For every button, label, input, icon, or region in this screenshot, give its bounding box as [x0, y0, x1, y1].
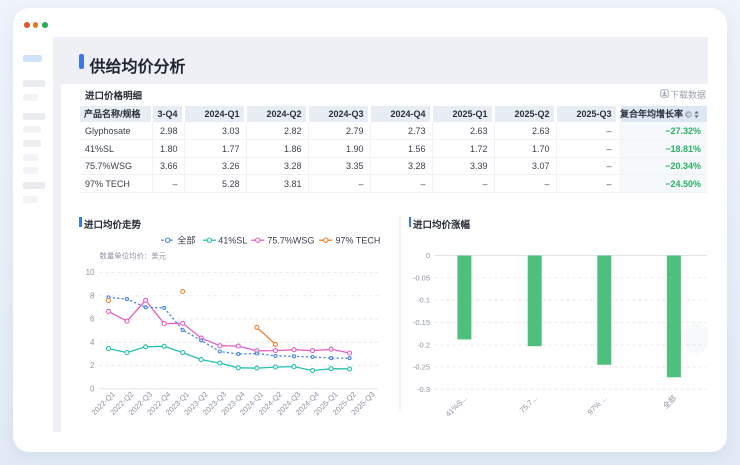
svg-text:-0.25: -0.25: [412, 362, 429, 371]
svg-text:2: 2: [90, 361, 95, 370]
svg-text:-0.3: -0.3: [417, 384, 430, 393]
svg-text:8: 8: [90, 291, 95, 300]
svg-text:41%SL: 41%SL: [218, 235, 247, 245]
svg-text:全部: 全部: [660, 392, 678, 410]
svg-text:75.7%WSG: 75.7%WSG: [267, 235, 314, 245]
svg-text:-0.15: -0.15: [412, 318, 429, 327]
svg-text:97% ...: 97% ...: [585, 393, 608, 416]
svg-text:-0.2: -0.2: [417, 340, 430, 349]
svg-text:41%S...: 41%S...: [443, 393, 468, 418]
svg-text:0: 0: [90, 384, 95, 393]
svg-text:10: 10: [85, 268, 94, 277]
svg-text:97% TECH: 97% TECH: [335, 235, 380, 245]
svg-text:-0.1: -0.1: [417, 295, 430, 304]
svg-text:全部: 全部: [177, 234, 195, 245]
svg-text:4: 4: [90, 337, 95, 346]
svg-text:数量单位均价：美元: 数量单位均价：美元: [99, 251, 166, 260]
svg-text:6: 6: [90, 314, 95, 323]
svg-text:0: 0: [425, 251, 429, 260]
svg-text:-0.05: -0.05: [412, 273, 429, 282]
svg-text:75.7...: 75.7...: [517, 393, 538, 414]
